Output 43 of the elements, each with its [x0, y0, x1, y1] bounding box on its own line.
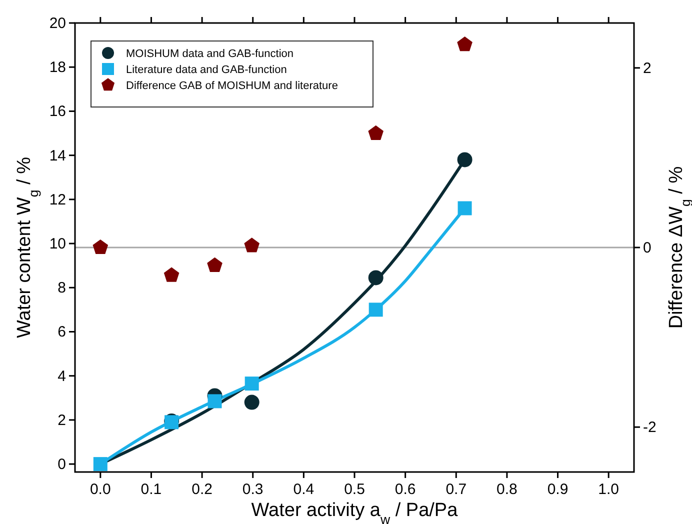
point — [208, 394, 222, 408]
x-tick-label: 0.1 — [140, 481, 162, 498]
x-tick-label: 0.6 — [394, 481, 416, 498]
point — [368, 125, 384, 140]
y-tick-label: 16 — [49, 103, 66, 120]
y2-tick-label: 0 — [643, 240, 652, 256]
point — [368, 302, 383, 317]
y-tick-label: 4 — [58, 368, 66, 385]
y-tick-label: 2 — [58, 412, 66, 429]
y-tick-label: 18 — [49, 59, 66, 76]
point — [457, 152, 472, 168]
x-tick-label: 0.0 — [90, 481, 111, 498]
point — [207, 257, 222, 272]
legend-label: Literature data and GAB-function — [126, 64, 287, 76]
point — [457, 36, 472, 52]
point — [244, 238, 260, 252]
x-tick-label: 0.7 — [446, 481, 467, 498]
y-tick-label: 12 — [49, 191, 66, 208]
y-tick-label: 14 — [49, 147, 66, 164]
x-tick-label: 0.2 — [192, 481, 212, 498]
x-tick-label: 0.3 — [242, 481, 264, 498]
x-axis-title: Water activity a$_{w}$ / Pa/Pa — [251, 500, 458, 524]
legend-label: MOISHUM data and GAB-function — [126, 48, 294, 60]
point — [368, 270, 384, 286]
point — [92, 239, 108, 254]
point — [458, 201, 472, 216]
y-tick-label: 6 — [58, 324, 66, 341]
x-tick-label: 0.9 — [547, 481, 568, 498]
x-tick-label: 0.5 — [344, 481, 365, 498]
legend-label: Difference GAB of MOISHUM and literature — [126, 80, 338, 92]
x-tick-label: 0.8 — [496, 481, 518, 498]
y-tick-label: 20 — [49, 15, 66, 32]
x-tick-label: 1.0 — [598, 481, 620, 498]
y2-tick-label: -2 — [643, 419, 656, 436]
y2-tick-label: 2 — [643, 60, 652, 77]
x-tick-label: 0.4 — [293, 481, 314, 498]
y-tick-label: 0 — [58, 456, 66, 474]
y-tick-label: 10 — [49, 236, 66, 253]
point — [93, 457, 108, 472]
y-tick-label: 8 — [58, 280, 66, 297]
point — [244, 376, 259, 391]
point — [164, 267, 180, 282]
point — [244, 394, 260, 410]
